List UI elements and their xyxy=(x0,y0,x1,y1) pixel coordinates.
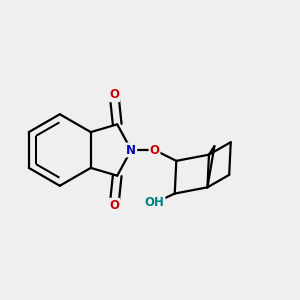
Text: O: O xyxy=(109,88,119,101)
Text: OH: OH xyxy=(145,196,164,209)
Text: N: N xyxy=(126,143,136,157)
Text: O: O xyxy=(109,199,119,212)
Text: O: O xyxy=(149,143,160,157)
